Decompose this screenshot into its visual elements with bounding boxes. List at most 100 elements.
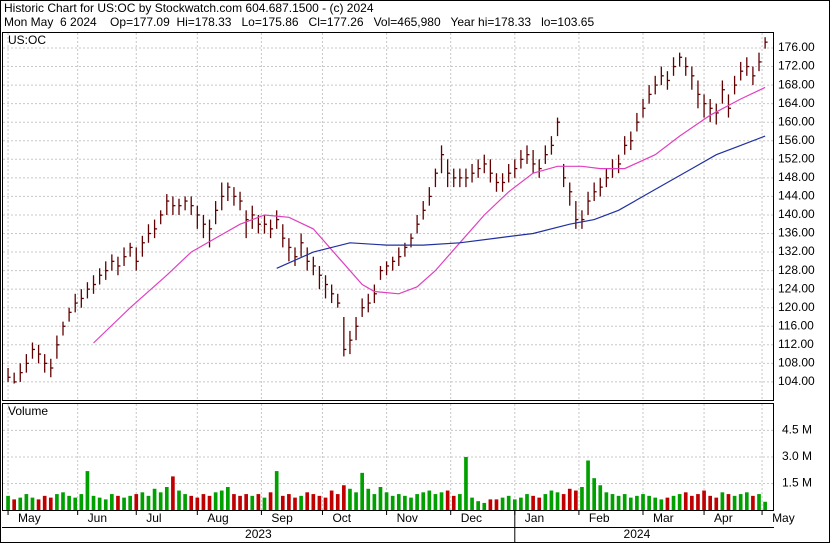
x-tick-label: May [18,511,41,525]
volume-bar [116,495,120,510]
volume-bar [30,497,35,510]
y-tick-label: 132.00 [778,244,815,258]
volume-bar [280,495,285,510]
year-label: 2023 [245,527,272,541]
volume-bar [299,495,303,510]
volume-bar [549,490,554,510]
y-tick-label: 172.00 [778,59,815,73]
volume-bar [628,497,633,510]
volume-bar [250,495,255,510]
volume-bar [427,490,432,510]
y-tick-label: 112.00 [778,337,814,351]
y-tick-label: 136.00 [778,226,815,240]
x-tick-label: Oct [332,511,351,525]
volume-bar [476,501,480,510]
volume-bar [451,495,456,510]
volume-bar [213,492,218,510]
x-tick-label: Dec [461,511,482,525]
y-tick-label: 108.00 [778,356,815,370]
volume-bar [226,487,230,510]
volume-bar [415,494,419,510]
volume-bar [531,495,535,510]
volume-bar [61,492,65,510]
volume-tick-label: 3.0 M [782,449,812,463]
x-tick-label: Jul [146,511,161,525]
volume-bar [103,499,108,510]
volume-bar [372,494,377,510]
volume-bar [232,494,236,510]
volume-bar [189,495,194,510]
volume-bar [183,494,187,510]
volume-bar [48,497,53,510]
volume-bar [195,497,200,510]
volume-bar [561,494,566,510]
volume-bar [384,492,389,510]
volume-bar [525,494,529,510]
volume-bar [696,494,700,510]
volume-bar [256,494,261,510]
volume-bar [537,497,542,510]
volume-bar [683,492,688,510]
y-tick-label: 124.00 [778,281,815,295]
volume-bar [274,471,279,510]
volume-bar [464,456,468,510]
volume-bar [567,488,572,510]
symbol-label: US:OC [8,33,46,47]
volume-bar [24,494,29,510]
x-tick-label: Sep [271,511,293,525]
volume-bar [335,494,340,510]
y-tick-label: 104.00 [778,374,815,388]
volume-bar [268,492,273,510]
volume-bar [91,495,96,510]
x-tick-label: Jun [88,511,107,525]
moving-average [276,135,766,269]
volume-bar [323,497,328,510]
volume-bar [244,494,248,510]
volume-bar [439,492,444,510]
x-tick-label: May [772,511,795,525]
volume-bar [171,476,175,510]
volume-bar [500,497,505,510]
volume-bar [445,490,450,510]
volume-bar [354,492,358,510]
volume-bar [622,494,627,510]
y-tick-label: 148.00 [778,170,815,184]
volume-bar [287,494,291,510]
volume-bar [128,495,132,510]
volume-bar [6,495,10,510]
volume-bar [512,499,517,510]
volume-bar [360,472,364,510]
volume-bar [470,497,474,510]
header-line: Historic Chart for US:OC by Stockwatch.c… [4,1,374,15]
volume-panel [2,403,774,511]
volume-bar [122,497,126,510]
volume-bar [177,490,181,510]
volume-bar [134,494,139,510]
y-tick-label: 176.00 [778,40,815,54]
volume-bar [378,487,383,510]
volume-bar [519,497,523,510]
volume-bar [146,495,151,510]
moving-average [93,86,766,344]
volume-bar [140,492,145,510]
volume-bar [85,471,90,510]
volume-bar [73,497,78,510]
volume-bar [164,487,169,510]
volume-bar [592,478,596,510]
volume-bar [67,495,71,510]
volume-bar [604,492,609,510]
y-tick-label: 144.00 [778,189,815,203]
volume-bar [574,490,578,510]
volume-bar [763,501,767,510]
volume-bar [433,494,438,510]
volume-bar [738,494,743,510]
volume-bar [311,494,316,510]
volume-bar [12,499,16,510]
volume-bar [720,492,725,510]
y-tick-label: 128.00 [778,263,815,277]
volume-bar [55,494,59,510]
volume-tick-label: 4.5 M [782,423,812,437]
volume-bar [158,492,163,510]
volume-bar [152,488,157,510]
